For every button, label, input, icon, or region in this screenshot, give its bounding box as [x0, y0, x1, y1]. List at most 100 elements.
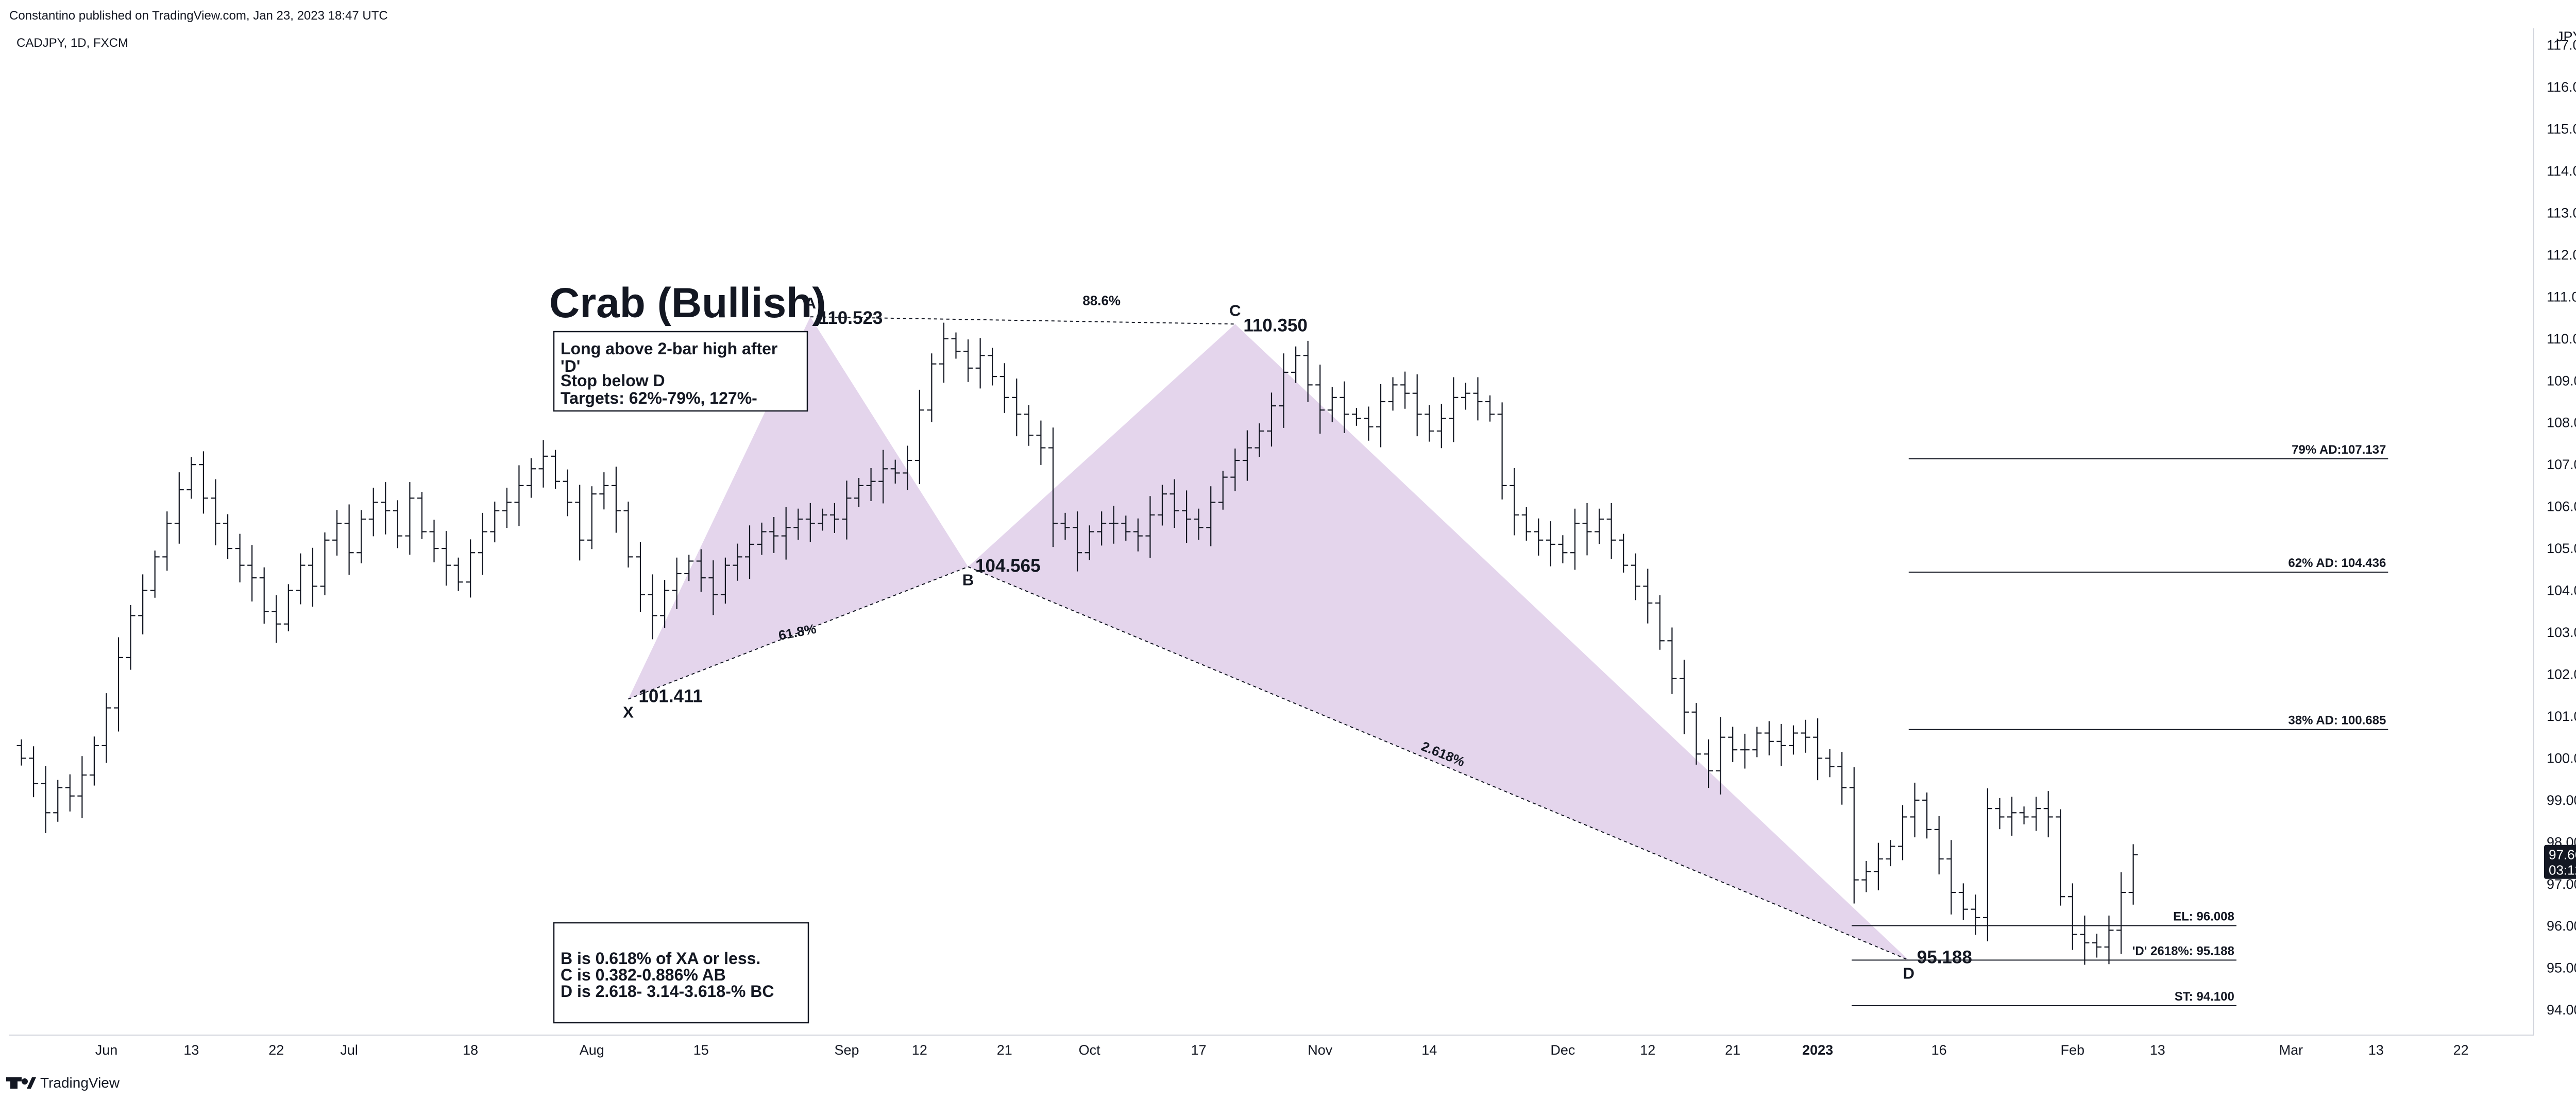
ohlc-bar [1922, 792, 1932, 839]
ohlc-bar [272, 595, 281, 643]
ohlc-bar [453, 557, 463, 591]
ohlc-series [16, 322, 2138, 965]
ohlc-bar [733, 543, 742, 581]
rules-box[interactable] [553, 331, 808, 412]
ohlc-bar [1425, 405, 1434, 442]
ohlc-bar [1788, 725, 1798, 755]
time-tick-label: Nov [1308, 1042, 1333, 1058]
ohlc-bar [842, 480, 852, 540]
price-tick-label: 115.000 [2547, 122, 2576, 137]
ohlc-bar [514, 465, 524, 526]
ohlc-bar [1631, 553, 1640, 600]
ohlc-bar [478, 512, 487, 575]
currency-label: JPY [2556, 29, 2576, 44]
price-tick-label: 97.000 [2547, 876, 2576, 892]
ratio-label: 88.6% [1082, 293, 1121, 308]
ohlc-bar [551, 450, 561, 489]
ohlc-bar [538, 440, 548, 488]
conditions-box[interactable] [553, 922, 809, 1024]
ohlc-bar [77, 756, 87, 818]
ohlc-bar [720, 557, 730, 604]
point-label-x: X [623, 703, 634, 721]
point-label-a: A [805, 294, 816, 312]
last-price-value: 97.663 [2549, 847, 2576, 863]
price-tick-label: 104.000 [2547, 583, 2576, 598]
ohlc-bar [1558, 535, 1568, 563]
price-tick-label: 111.000 [2547, 289, 2576, 304]
ohlc-bar [320, 532, 330, 595]
ohlc-bar [1279, 353, 1289, 428]
price-axis[interactable]: 94.00095.00096.00097.00098.00099.000100.… [2547, 38, 2576, 1018]
ohlc-bar [890, 459, 900, 484]
time-axis[interactable]: Jun 13 22 Jul 18 Aug 15 Sep 12 21 Oct 17 Nov 14 Dec 12 2… [95, 1042, 2469, 1058]
ohlc-bar [878, 450, 888, 504]
ohlc-bar [914, 389, 924, 484]
point-price-d: 95.188 [1917, 947, 1972, 967]
ohlc-bar [1898, 805, 1907, 861]
tradingview-logo-icon[interactable] [6, 1077, 36, 1089]
ohlc-bar [1084, 525, 1094, 560]
ohlc-bar [575, 485, 585, 561]
time-tick-label: Jul [340, 1042, 358, 1058]
ohlc-bar [1097, 511, 1107, 546]
ohlc-bar [1704, 739, 1714, 788]
ohlc-bar [660, 580, 670, 628]
price-tick-label: 117.000 [2547, 38, 2576, 53]
rule-line-1: Long above 2-bar high after [561, 339, 777, 358]
ohlc-bar [939, 322, 948, 383]
ohlc-bar [162, 511, 172, 571]
price-tick-label: 105.000 [2547, 541, 2576, 556]
ohlc-bar [1716, 717, 1725, 795]
ohlc-bar [357, 510, 366, 563]
ohlc-bar [866, 468, 876, 501]
ohlc-bar [101, 693, 111, 763]
ohlc-bar [1255, 423, 1264, 457]
last-price-badge[interactable] [2544, 845, 2576, 879]
ohlc-bar [1388, 377, 1398, 411]
ohlc-bar [1449, 377, 1459, 442]
xb-ratio-line [628, 566, 969, 700]
ohlc-bar [745, 525, 755, 579]
pattern-triangle-bcd[interactable] [968, 324, 1909, 960]
ohlc-bar [1619, 534, 1629, 573]
ohlc-bar [963, 339, 973, 382]
price-tick-label: 106.000 [2547, 499, 2576, 514]
ohlc-bar [150, 550, 160, 598]
time-tick-label: 22 [2453, 1042, 2469, 1058]
ohlc-bar [805, 503, 815, 542]
ohlc-bar [332, 510, 342, 556]
bar-countdown: 03:12:44 [2549, 863, 2576, 878]
ohlc-bar [672, 557, 682, 609]
level-label: 62% AD: 104.436 [2288, 556, 2386, 570]
rule-line-3: Stop below D [561, 371, 665, 390]
ohlc-bar [1436, 404, 1446, 449]
ohlc-bar [259, 567, 269, 624]
time-tick-label: 18 [463, 1042, 478, 1058]
ohlc-bar [41, 766, 50, 833]
time-tick-label: 12 [912, 1042, 927, 1058]
ohlc-bar [829, 503, 839, 533]
ohlc-bar [1036, 420, 1046, 465]
ohlc-bar [854, 477, 864, 507]
time-tick-label: Aug [580, 1042, 604, 1058]
ohlc-bar [1473, 377, 1483, 421]
ac-ratio-line [810, 316, 1235, 325]
ohlc-bar [1121, 515, 1131, 541]
ohlc-bar [2092, 934, 2102, 958]
price-tick-label: 100.000 [2547, 750, 2576, 766]
ohlc-bar [211, 479, 221, 545]
harmonic-pattern[interactable] [628, 317, 1909, 960]
ohlc-bar [29, 746, 39, 798]
ohlc-bar [1327, 387, 1337, 423]
time-tick-label: 14 [1421, 1042, 1437, 1058]
rule-line-2: 'D' [561, 357, 580, 375]
time-tick-label: 17 [1191, 1042, 1207, 1058]
target-levels[interactable]: 79% AD:107.137 62% AD: 104.436 38% AD: 100… [1852, 443, 2388, 1006]
ohlc-bar [818, 508, 827, 531]
ohlc-bar [16, 739, 26, 766]
ohlc-bar [1728, 727, 1738, 762]
ohlc-bar [1510, 468, 1519, 536]
ohlc-bar [757, 522, 767, 555]
price-tick-label: 94.000 [2547, 1002, 2576, 1018]
